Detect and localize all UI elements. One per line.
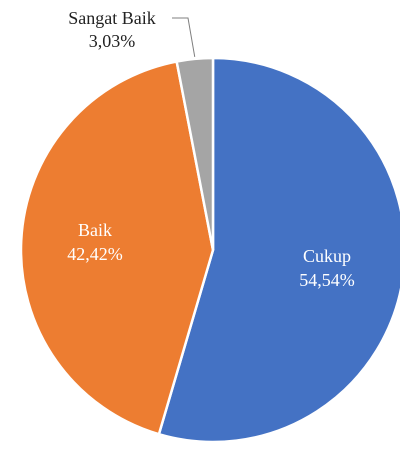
slice-value-sangat-baik: 3,03% <box>89 31 136 51</box>
slice-value-cukup: 54,54% <box>299 270 355 290</box>
slice-label-sangat-baik: Sangat Baik <box>68 8 156 28</box>
slice-value-baik: 42,42% <box>67 244 123 264</box>
slice-label-baik: Baik <box>78 220 112 240</box>
leader-line-sangat-baik <box>172 18 195 57</box>
slice-label-cukup: Cukup <box>303 246 351 266</box>
